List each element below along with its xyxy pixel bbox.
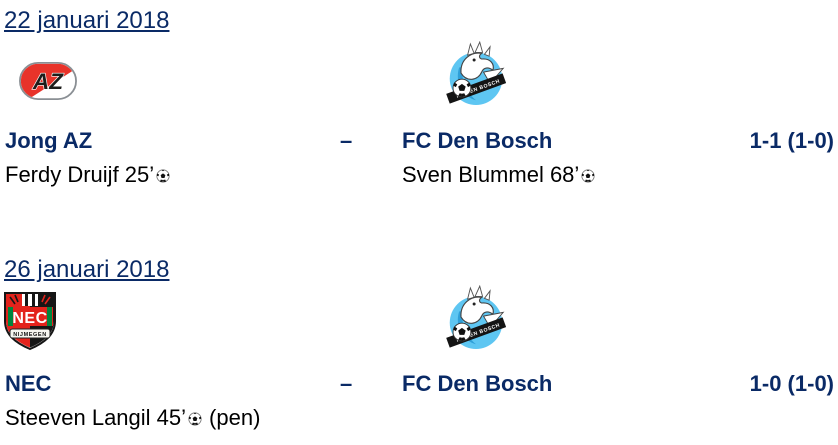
date-link-2[interactable]: 26 januari 2018	[4, 256, 170, 283]
logo-row-2: NEC NIJMEGEN	[0, 285, 838, 355]
home-scorer: Steeven Langil 45’	[5, 405, 187, 430]
match-score: 1-1 (1-0)	[749, 128, 834, 153]
home-team-link[interactable]: NEC	[5, 371, 52, 396]
match-day-section-1: 22 januari 2018 AZ	[0, 0, 838, 188]
home-logo-cell: NEC NIJMEGEN	[0, 289, 340, 356]
fc-den-bosch-logo[interactable]: FC DEN BOSCH	[446, 41, 506, 107]
home-scorer: Ferdy Druijf 25’	[5, 162, 155, 187]
fc-den-bosch-logo[interactable]: FC DEN BOSCH	[446, 285, 506, 351]
date-link-1[interactable]: 22 januari 2018	[4, 7, 170, 34]
az-logo[interactable]: AZ	[19, 62, 77, 100]
football-icon	[188, 412, 202, 426]
away-team-link[interactable]: FC Den Bosch	[402, 128, 553, 153]
score-separator: –	[340, 371, 353, 396]
scorer-row-1: Ferdy Druijf 25’ Sven Blummel 68’	[0, 162, 838, 187]
nec-logo[interactable]: NEC NIJMEGEN	[2, 289, 58, 351]
match-score: 1-0 (1-0)	[749, 371, 834, 396]
match-row-2: NEC – FC Den Bosch 1-0 (1-0)	[0, 371, 838, 396]
svg-text:NIJMEGEN: NIJMEGEN	[13, 332, 47, 338]
football-icon	[156, 169, 170, 183]
penalty-note: (pen)	[209, 405, 261, 430]
away-logo-cell: FC DEN BOSCH	[402, 41, 702, 112]
svg-text:AZ: AZ	[32, 69, 64, 94]
away-team-link[interactable]: FC Den Bosch	[402, 371, 553, 396]
football-icon	[581, 169, 595, 183]
match-day-section-2: 26 januari 2018 NEC NIJ	[0, 249, 838, 430]
match-row-1: Jong AZ – FC Den Bosch 1-1 (1-0)	[0, 128, 838, 153]
scorer-row-2: Steeven Langil 45’ (pen)	[0, 405, 838, 430]
home-team-link[interactable]: Jong AZ	[5, 128, 93, 153]
score-separator: –	[340, 128, 353, 153]
home-logo-cell: AZ	[0, 62, 340, 112]
logo-row-1: AZ FC DEN BOSCH	[0, 36, 838, 112]
away-logo-cell: FC DEN BOSCH	[402, 285, 702, 356]
svg-text:NEC: NEC	[12, 310, 47, 327]
away-scorer: Sven Blummel 68’	[402, 162, 580, 187]
